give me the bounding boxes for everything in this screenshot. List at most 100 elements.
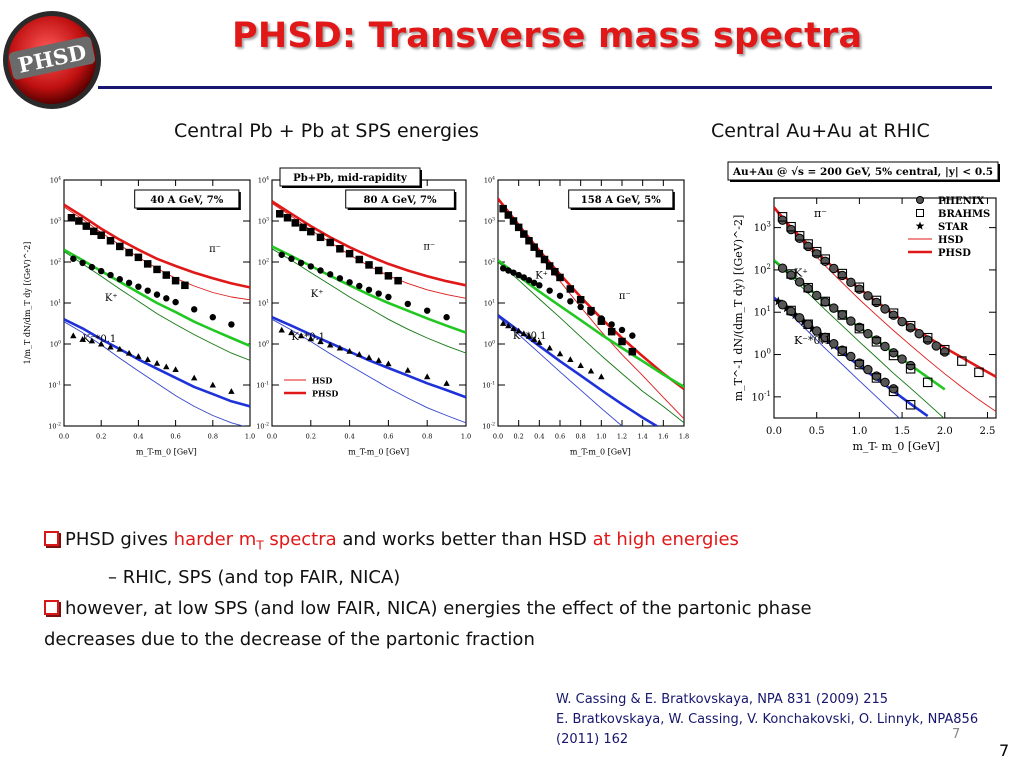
data-point-triangle	[98, 340, 105, 347]
data-point-circle	[525, 276, 533, 284]
data-point-circle	[922, 335, 933, 345]
data-point-circle	[125, 279, 133, 287]
particle-label: π⁻	[209, 244, 221, 255]
panel-label-box	[727, 161, 999, 181]
particle-label: π⁻	[814, 207, 827, 220]
data-point-square	[365, 261, 373, 269]
data-point-circle	[777, 263, 788, 273]
particle-label: π⁻	[423, 242, 435, 253]
data-point-triangle	[209, 381, 216, 388]
data-point-circle	[209, 314, 216, 321]
data-point-square	[514, 223, 523, 232]
bullet-list: PHSD gives harder mT spectra and works b…	[44, 524, 1004, 655]
data-point-square	[888, 350, 899, 361]
data-point-square	[504, 211, 513, 219]
bullet-1-text-b: and works better than HSD	[336, 529, 593, 550]
data-point-square	[162, 271, 171, 279]
x-tick-label: 0.6	[170, 433, 180, 441]
data-point-square	[803, 239, 813, 249]
panel-label-box	[345, 189, 455, 209]
data-point-circle	[629, 332, 636, 339]
data-point-circle	[829, 303, 839, 313]
data-point-circle	[327, 271, 334, 278]
y-tick-label: 10-2	[482, 421, 495, 430]
legend-label: HSD	[312, 376, 332, 386]
data-point-triangle	[404, 366, 411, 373]
data-point-circle	[880, 377, 890, 388]
data-point-circle	[888, 348, 899, 358]
data-point-circle	[837, 270, 848, 281]
data-point-circle	[854, 284, 865, 294]
data-point-square	[181, 281, 189, 290]
data-point-square	[530, 243, 538, 251]
panel-label: 40 A GeV, 7%	[150, 195, 223, 206]
data-point-triangle	[307, 335, 314, 342]
data-point-square	[283, 214, 292, 222]
data-point-square	[540, 255, 549, 264]
data-point-circle	[228, 321, 235, 328]
bullet-1: PHSD gives harder mT spectra and works b…	[44, 524, 1004, 562]
data-point-square	[922, 377, 933, 388]
data-point-triangle	[375, 357, 382, 363]
data-point-circle	[811, 290, 822, 301]
y-axis-label: 1/m_T dN/dm_T dy [(GeV)^-2]	[23, 242, 32, 365]
reference-line-3: (2011) 162	[556, 732, 629, 747]
y-tick-label: 102	[258, 257, 269, 266]
y-tick-label: 104	[484, 175, 495, 184]
data-point-triangle	[336, 344, 344, 351]
data-point-square	[888, 308, 899, 318]
data-point-square	[566, 285, 575, 293]
data-point-star	[774, 296, 784, 306]
data-point-square	[837, 268, 848, 279]
data-point-triangle	[598, 373, 605, 380]
hsd-curve	[498, 261, 684, 424]
data-point-square	[871, 295, 882, 306]
x-tick-label: 0.0	[493, 433, 503, 441]
data-point-triangle	[525, 332, 533, 339]
x-tick-label: 1.8	[679, 433, 689, 441]
data-point-square	[854, 359, 865, 370]
data-point-square	[82, 222, 91, 230]
plot-area	[272, 200, 466, 424]
data-point-square	[326, 238, 334, 247]
data-point-square	[97, 231, 105, 239]
data-point-circle	[846, 277, 856, 287]
data-point-circle	[905, 323, 916, 333]
data-point-square	[905, 320, 916, 331]
data-point-triangle	[505, 322, 512, 329]
y-tick-label: 10-1	[482, 380, 495, 389]
data-point-square	[374, 266, 383, 275]
data-point-triangle	[135, 353, 142, 359]
y-tick-label: 10-1	[256, 380, 269, 389]
data-point-triangle	[144, 356, 151, 363]
page-number-faint: 7	[952, 727, 961, 742]
data-point-circle	[618, 326, 626, 334]
spectra-panel-158agev: 0.0 0.2 0.4 0.6 0.8 1.0 1.2 1.4 1.6 1.8 10-2 10-1 10…	[482, 175, 689, 456]
data-point-circle	[880, 341, 890, 352]
data-point-triangle	[278, 326, 285, 333]
data-point-square	[525, 236, 533, 245]
data-point-circle	[940, 347, 950, 357]
panel-label-box	[568, 189, 674, 209]
data-point-triangle	[79, 336, 86, 342]
y-tick-label: 100	[754, 348, 771, 362]
data-point-triangle	[191, 374, 198, 381]
data-point-circle	[829, 263, 839, 274]
y-tick-label: 104	[258, 175, 269, 184]
data-point-circle	[820, 297, 830, 307]
data-point-triangle	[125, 349, 133, 356]
x-tick-label: 0.0	[766, 426, 782, 437]
data-point-triangle	[515, 327, 522, 334]
data-point-triangle	[556, 350, 564, 357]
data-point-triangle	[172, 366, 179, 372]
data-point-circle	[811, 326, 822, 336]
panel-label: 158 A GeV, 5%	[581, 195, 661, 206]
data-point-circle	[336, 275, 344, 282]
y-tick-label: 102	[484, 257, 495, 266]
y-axis-label: m_T^-1 dN/(dm_T dy) [(GeV)^-2]	[732, 215, 745, 402]
data-point-circle	[515, 271, 522, 279]
data-point-circle	[116, 276, 124, 283]
phsd-curve	[272, 200, 466, 287]
data-point-circle	[794, 233, 805, 243]
data-point-circle	[510, 269, 517, 276]
